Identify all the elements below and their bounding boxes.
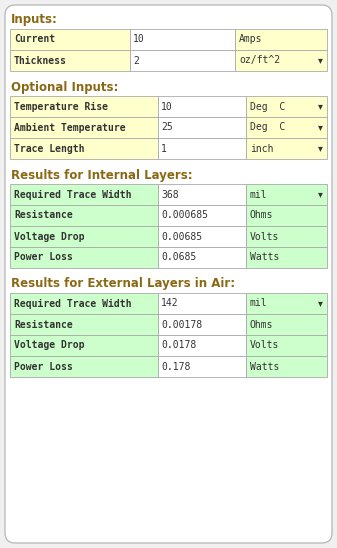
Bar xyxy=(246,226,327,247)
Text: Voltage Drop: Voltage Drop xyxy=(14,340,85,351)
Text: Inputs:: Inputs: xyxy=(11,14,58,26)
Text: Ambient Temperature: Ambient Temperature xyxy=(14,123,126,133)
Bar xyxy=(158,184,246,205)
Bar xyxy=(235,50,327,71)
Text: ▾: ▾ xyxy=(317,101,323,111)
Bar xyxy=(158,335,246,356)
Bar xyxy=(158,138,246,159)
Text: 0.0178: 0.0178 xyxy=(161,340,196,351)
Text: 0.0685: 0.0685 xyxy=(161,253,196,262)
Bar xyxy=(158,226,246,247)
Bar xyxy=(246,117,327,138)
Text: Power Loss: Power Loss xyxy=(14,253,73,262)
Text: Watts: Watts xyxy=(250,362,279,372)
Text: inch: inch xyxy=(250,144,274,153)
Bar xyxy=(158,356,246,377)
Bar xyxy=(246,293,327,314)
Bar xyxy=(246,247,327,268)
Bar xyxy=(10,314,158,335)
Text: 0.00685: 0.00685 xyxy=(161,231,202,242)
Text: Deg  C: Deg C xyxy=(250,101,285,111)
Bar xyxy=(246,356,327,377)
Bar xyxy=(10,96,158,117)
Text: Results for Internal Layers:: Results for Internal Layers: xyxy=(11,168,193,181)
Text: mil: mil xyxy=(250,299,268,309)
Text: Resistance: Resistance xyxy=(14,319,73,329)
Bar xyxy=(10,184,158,205)
Text: ▾: ▾ xyxy=(317,123,323,133)
Text: ▾: ▾ xyxy=(317,190,323,199)
Text: Results for External Layers in Air:: Results for External Layers in Air: xyxy=(11,277,235,290)
Bar xyxy=(158,117,246,138)
Bar xyxy=(246,138,327,159)
Text: ▾: ▾ xyxy=(317,144,323,153)
Text: oz/ft^2: oz/ft^2 xyxy=(239,55,280,66)
Text: Amps: Amps xyxy=(239,35,263,44)
Text: 142: 142 xyxy=(161,299,179,309)
Bar xyxy=(158,205,246,226)
Bar xyxy=(10,138,158,159)
Bar xyxy=(235,29,327,50)
Text: Volts: Volts xyxy=(250,231,279,242)
Text: 0.178: 0.178 xyxy=(161,362,190,372)
FancyBboxPatch shape xyxy=(5,5,332,543)
Text: Trace Length: Trace Length xyxy=(14,144,85,153)
Bar xyxy=(10,117,158,138)
Text: Deg  C: Deg C xyxy=(250,123,285,133)
Text: ▾: ▾ xyxy=(317,299,323,309)
Text: Voltage Drop: Voltage Drop xyxy=(14,231,85,242)
Text: Thickness: Thickness xyxy=(14,55,67,66)
Text: Optional Inputs:: Optional Inputs: xyxy=(11,81,118,94)
Bar xyxy=(130,29,235,50)
Bar xyxy=(10,356,158,377)
Text: Temperature Rise: Temperature Rise xyxy=(14,101,108,111)
Text: 2: 2 xyxy=(133,55,139,66)
Text: 10: 10 xyxy=(161,101,173,111)
Bar xyxy=(10,50,130,71)
Text: Required Trace Width: Required Trace Width xyxy=(14,299,131,309)
Text: 0.00178: 0.00178 xyxy=(161,319,202,329)
Bar xyxy=(10,226,158,247)
Bar xyxy=(10,335,158,356)
Text: ▾: ▾ xyxy=(317,55,323,66)
Text: mil: mil xyxy=(250,190,268,199)
Text: Ohms: Ohms xyxy=(250,210,274,220)
Text: Watts: Watts xyxy=(250,253,279,262)
Bar xyxy=(158,293,246,314)
Bar xyxy=(246,314,327,335)
Bar xyxy=(10,205,158,226)
Bar xyxy=(246,205,327,226)
Text: Ohms: Ohms xyxy=(250,319,274,329)
Text: Volts: Volts xyxy=(250,340,279,351)
Text: Power Loss: Power Loss xyxy=(14,362,73,372)
Text: 368: 368 xyxy=(161,190,179,199)
Text: Current: Current xyxy=(14,35,55,44)
Bar xyxy=(10,29,130,50)
Text: 0.000685: 0.000685 xyxy=(161,210,208,220)
Bar xyxy=(246,96,327,117)
Bar xyxy=(10,247,158,268)
Text: 25: 25 xyxy=(161,123,173,133)
Text: 1: 1 xyxy=(161,144,167,153)
Bar xyxy=(158,96,246,117)
Bar xyxy=(158,247,246,268)
Text: 10: 10 xyxy=(133,35,145,44)
Bar xyxy=(246,335,327,356)
Bar xyxy=(246,184,327,205)
Text: Resistance: Resistance xyxy=(14,210,73,220)
Bar xyxy=(130,50,235,71)
Bar xyxy=(10,293,158,314)
Bar xyxy=(158,314,246,335)
Text: Required Trace Width: Required Trace Width xyxy=(14,190,131,199)
